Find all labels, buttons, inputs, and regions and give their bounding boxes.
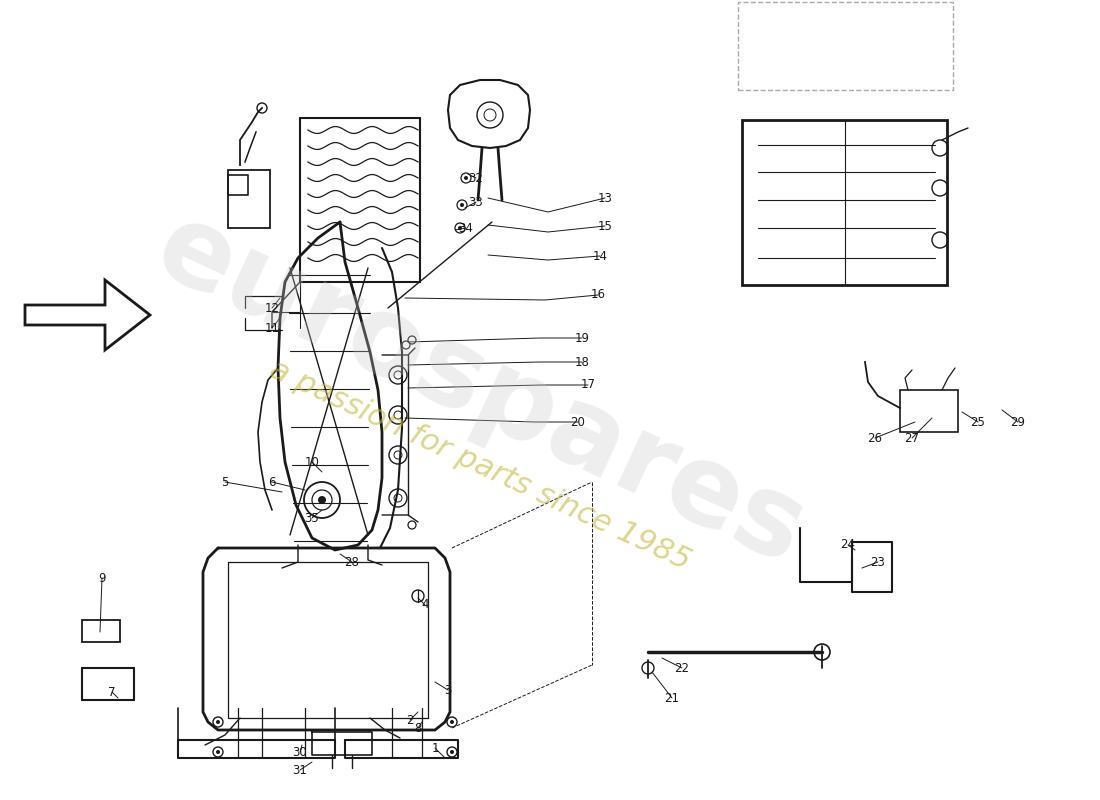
Text: 24: 24 xyxy=(840,538,856,551)
Bar xyxy=(742,120,947,285)
Text: 16: 16 xyxy=(591,289,605,302)
Text: 11: 11 xyxy=(264,322,279,334)
Text: a passion for parts since 1985: a passion for parts since 1985 xyxy=(265,354,695,575)
Text: 7: 7 xyxy=(108,686,115,698)
Text: 6: 6 xyxy=(268,475,276,489)
Circle shape xyxy=(318,496,326,504)
Text: 21: 21 xyxy=(664,691,680,705)
Circle shape xyxy=(464,176,468,180)
Text: eurospares: eurospares xyxy=(139,193,821,587)
Text: 10: 10 xyxy=(305,455,319,469)
Text: 25: 25 xyxy=(970,415,986,429)
Text: 18: 18 xyxy=(574,355,590,369)
Text: 12: 12 xyxy=(264,302,279,314)
Text: 9: 9 xyxy=(98,571,106,585)
Text: 20: 20 xyxy=(571,415,585,429)
Text: 22: 22 xyxy=(674,662,690,674)
Text: 15: 15 xyxy=(597,219,613,233)
Circle shape xyxy=(450,750,454,754)
Text: 29: 29 xyxy=(1011,415,1025,429)
Text: 26: 26 xyxy=(868,431,882,445)
Bar xyxy=(300,118,420,282)
Text: 17: 17 xyxy=(581,378,595,391)
Text: 31: 31 xyxy=(293,763,307,777)
Text: 5: 5 xyxy=(221,475,229,489)
Bar xyxy=(82,620,120,642)
Circle shape xyxy=(450,720,454,724)
Text: 19: 19 xyxy=(574,331,590,345)
Circle shape xyxy=(216,750,220,754)
Circle shape xyxy=(460,203,464,207)
Circle shape xyxy=(458,226,462,230)
Text: 3: 3 xyxy=(444,683,452,697)
Text: 13: 13 xyxy=(597,191,613,205)
Text: 33: 33 xyxy=(469,195,483,209)
Bar xyxy=(228,170,270,228)
Text: 14: 14 xyxy=(593,250,607,262)
Bar xyxy=(82,668,134,700)
Text: 28: 28 xyxy=(344,555,360,569)
Text: 35: 35 xyxy=(305,511,319,525)
Text: 32: 32 xyxy=(469,171,483,185)
Text: 1: 1 xyxy=(431,742,439,754)
Circle shape xyxy=(216,720,220,724)
Text: 23: 23 xyxy=(870,555,886,569)
Text: 30: 30 xyxy=(293,746,307,758)
Bar xyxy=(738,2,953,90)
Text: 27: 27 xyxy=(904,431,920,445)
Text: 4: 4 xyxy=(421,598,429,611)
Bar xyxy=(900,390,958,432)
Text: 2: 2 xyxy=(406,714,414,726)
Text: 8: 8 xyxy=(415,722,421,734)
Text: 34: 34 xyxy=(459,222,473,234)
